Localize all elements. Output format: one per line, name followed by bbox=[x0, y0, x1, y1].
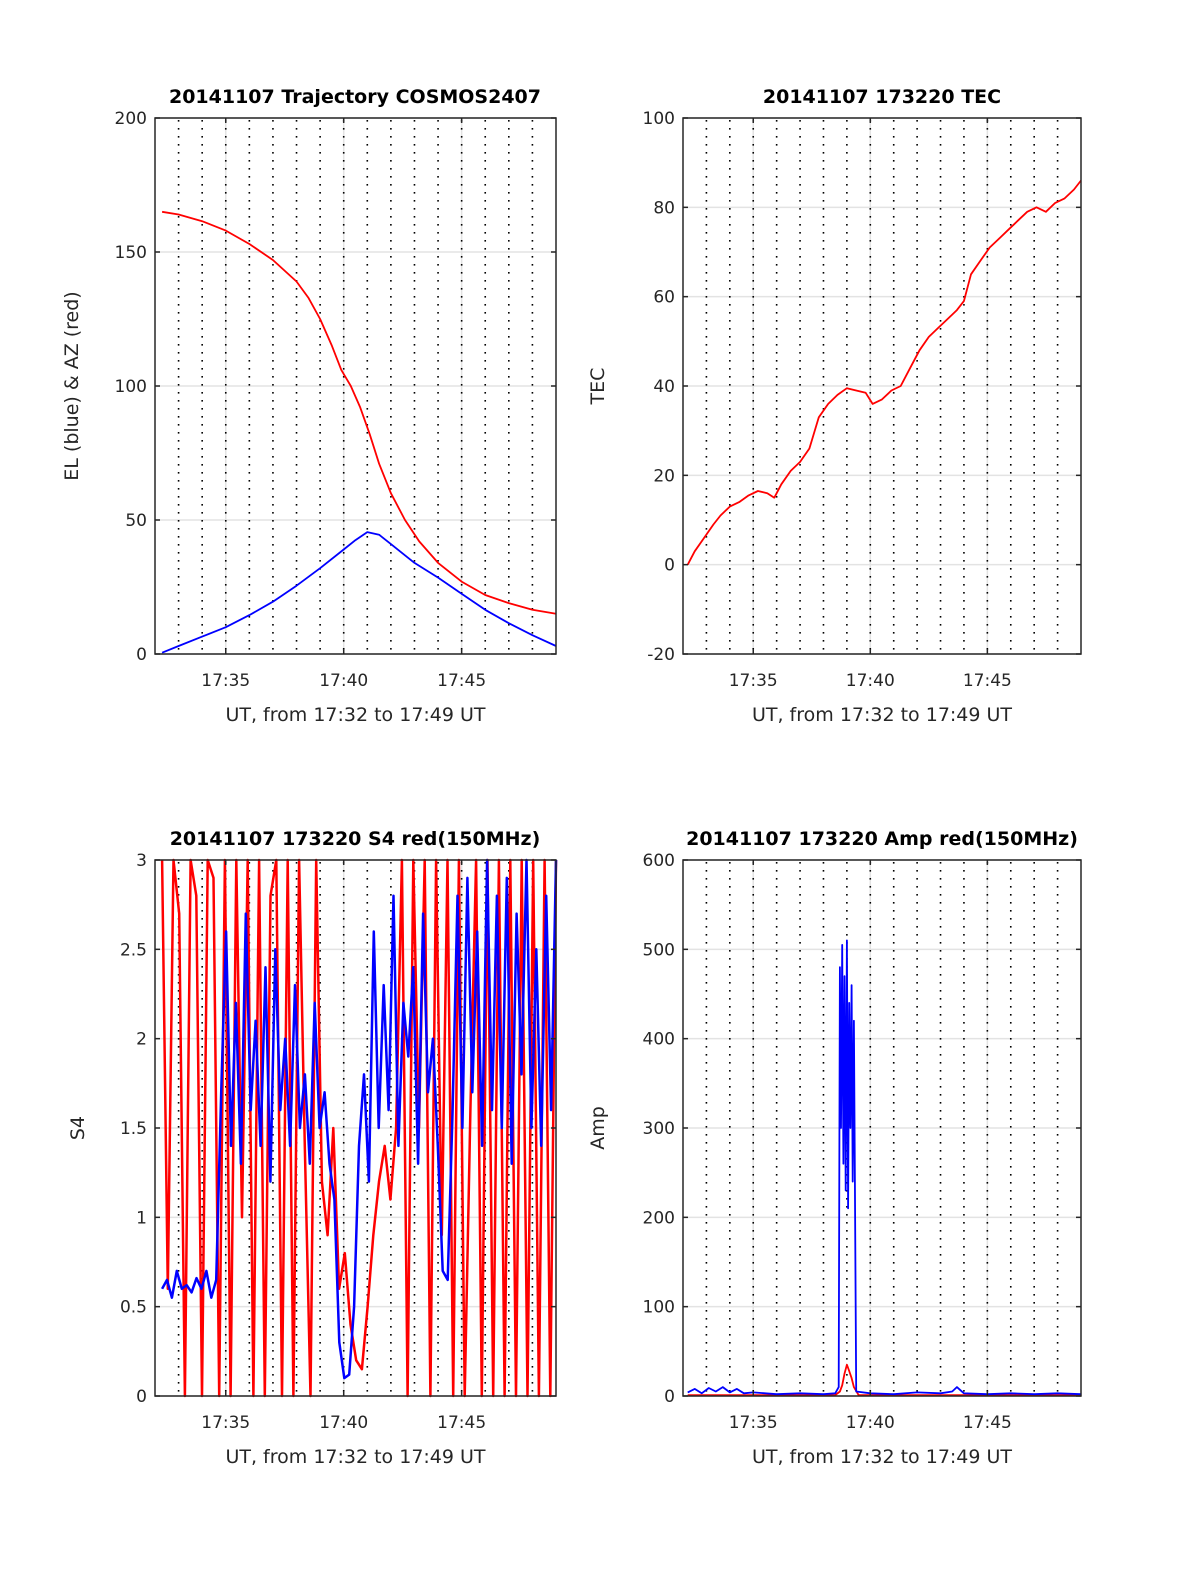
subplot-2: -20 0 20 40 60 80 100 17:35 17:40 17:45 UT, from 1… bbox=[587, 86, 1082, 726]
chart-title: 20141107 173220 TEC bbox=[763, 86, 1001, 108]
y-tick-label: 1.5 bbox=[120, 1119, 147, 1139]
x-axis-label: UT, from 17:32 to 17:49 UT bbox=[752, 704, 1012, 726]
y-tick-label: 2 bbox=[136, 1030, 147, 1050]
y-tick-label: 0 bbox=[136, 1387, 147, 1407]
x-axis-label: UT, from 17:32 to 17:49 UT bbox=[225, 1446, 485, 1468]
subplot-1: 0 50 100 150 200 17:35 17:40 17:45 UT, from 17:3… bbox=[61, 86, 557, 726]
y-tick-label: 200 bbox=[115, 109, 147, 129]
y-tick-label: 200 bbox=[643, 1208, 675, 1228]
y-tick-label: 80 bbox=[653, 198, 675, 218]
y-tick-label: 3 bbox=[136, 851, 147, 871]
series-line-tec bbox=[686, 179, 1082, 566]
x-tick-label: 17:45 bbox=[963, 1413, 1012, 1433]
x-axis-label: UT, from 17:32 to 17:49 UT bbox=[225, 704, 485, 726]
series-line-amp-blue bbox=[687, 939, 1082, 1396]
subplot-3: 0 0.5 1 1.5 2 2.5 3 17:35 17:40 17:45 UT, from 17:… bbox=[67, 828, 558, 1468]
x-tick-label: 17:35 bbox=[729, 671, 778, 691]
x-tick-label: 17:40 bbox=[319, 671, 368, 691]
y-tick-label: 100 bbox=[643, 1298, 675, 1318]
y-tick-label: 1 bbox=[136, 1208, 147, 1228]
y-tick-label: -20 bbox=[647, 645, 675, 665]
y-tick-label: 100 bbox=[115, 377, 147, 397]
y-tick-label: 40 bbox=[653, 377, 675, 397]
y-axis-label: Amp bbox=[587, 1106, 609, 1150]
y-tick-label: 50 bbox=[125, 511, 147, 531]
x-tick-label: 17:35 bbox=[729, 1413, 778, 1433]
y-tick-label: 150 bbox=[115, 243, 147, 263]
chart-title: 20141107 173220 S4 red(150MHz) bbox=[170, 828, 541, 850]
x-tick-label: 17:35 bbox=[201, 1413, 250, 1433]
chart-title: 20141107 Trajectory COSMOS2407 bbox=[169, 86, 541, 108]
x-tick-label: 17:40 bbox=[319, 1413, 368, 1433]
series-line-s4-blue bbox=[161, 858, 558, 1380]
series-line-s4-red bbox=[160, 858, 558, 1398]
chart-title: 20141107 173220 Amp red(150MHz) bbox=[686, 828, 1078, 850]
y-tick-label: 2.5 bbox=[120, 940, 147, 960]
y-tick-label: 400 bbox=[643, 1030, 675, 1050]
y-tick-label: 0 bbox=[664, 556, 675, 576]
x-tick-label: 17:45 bbox=[437, 1413, 486, 1433]
y-tick-label: 0 bbox=[136, 645, 147, 665]
y-tick-label: 500 bbox=[643, 940, 675, 960]
y-tick-label: 0 bbox=[664, 1387, 675, 1407]
y-axis-label: EL (blue) & AZ (red) bbox=[61, 291, 83, 480]
x-tick-label: 17:35 bbox=[201, 671, 250, 691]
x-tick-label: 17:40 bbox=[846, 1413, 895, 1433]
y-tick-label: 0.5 bbox=[120, 1298, 147, 1318]
y-axis-label: TEC bbox=[587, 368, 609, 406]
y-tick-label: 600 bbox=[643, 851, 675, 871]
x-tick-label: 17:45 bbox=[963, 671, 1012, 691]
x-tick-label: 17:40 bbox=[846, 671, 895, 691]
y-axis-label: S4 bbox=[67, 1116, 89, 1140]
y-tick-label: 100 bbox=[643, 109, 675, 129]
x-axis-label: UT, from 17:32 to 17:49 UT bbox=[752, 1446, 1012, 1468]
y-tick-label: 60 bbox=[653, 288, 675, 308]
series-line-az bbox=[161, 210, 557, 615]
subplot-4: 0 100 200 300 400 500 600 17:35 17:40 17:45 UT, fr… bbox=[587, 828, 1082, 1468]
y-tick-label: 300 bbox=[643, 1119, 675, 1139]
series-line-el bbox=[161, 531, 557, 654]
y-tick-label: 20 bbox=[653, 466, 675, 486]
x-tick-label: 17:45 bbox=[437, 671, 486, 691]
